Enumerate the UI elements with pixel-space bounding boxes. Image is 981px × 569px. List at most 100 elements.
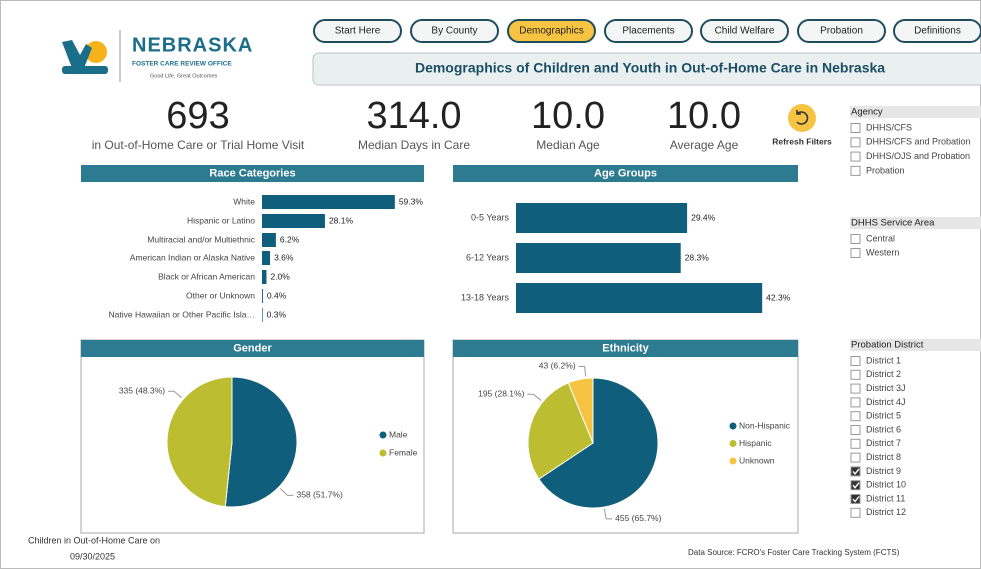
data-label: 43 (6.2%) bbox=[539, 361, 576, 371]
refresh-icon[interactable] bbox=[788, 104, 816, 132]
slicer-option[interactable]: District 1 bbox=[866, 355, 901, 365]
legend-label: Male bbox=[389, 429, 408, 439]
legend-label: Non-Hispanic bbox=[739, 420, 791, 430]
checkbox[interactable] bbox=[850, 480, 861, 491]
data-label: 195 (28.1%) bbox=[478, 388, 524, 398]
leader-line bbox=[603, 508, 613, 520]
panel-header bbox=[453, 340, 798, 357]
pie-slice bbox=[538, 377, 659, 509]
leader-line bbox=[279, 488, 294, 496]
slicer-option[interactable]: Probation bbox=[866, 165, 905, 175]
slicer-option[interactable]: DHHS/CFS and Probation bbox=[866, 137, 971, 147]
checkbox[interactable] bbox=[850, 452, 861, 463]
checkbox[interactable] bbox=[850, 438, 861, 449]
chart-title: Ethnicity bbox=[602, 342, 649, 354]
legend-swatch bbox=[379, 431, 387, 439]
kpi-caption: Median Age bbox=[536, 138, 600, 152]
slicer-title: DHHS Service Area bbox=[851, 218, 935, 229]
slicer-option[interactable]: District 3J bbox=[866, 383, 906, 393]
nav-button[interactable] bbox=[604, 19, 693, 43]
checkbox[interactable] bbox=[850, 411, 861, 422]
slicer-option[interactable]: District 12 bbox=[866, 507, 906, 517]
slicer-option[interactable]: DHHS/OJS and Probation bbox=[866, 151, 970, 161]
category-label: American Indian or Alaska Native bbox=[130, 252, 255, 262]
bar bbox=[516, 203, 688, 233]
slicer-option[interactable]: Western bbox=[866, 247, 899, 257]
slicer-option[interactable]: District 5 bbox=[866, 411, 901, 421]
nav-button[interactable] bbox=[893, 19, 981, 43]
checkbox[interactable] bbox=[850, 507, 861, 518]
nav-label[interactable]: Start Here bbox=[335, 26, 381, 37]
data-label: 358 (51.7%) bbox=[296, 490, 342, 500]
data-label: 42.3% bbox=[766, 292, 791, 302]
kpi-value: 10.0 bbox=[667, 95, 741, 137]
checkbox[interactable] bbox=[850, 494, 861, 504]
leader-line bbox=[527, 393, 542, 401]
checkbox[interactable] bbox=[850, 356, 861, 366]
slicer-option[interactable]: Central bbox=[866, 233, 895, 243]
leader-line bbox=[578, 365, 587, 377]
panel-header bbox=[81, 165, 424, 182]
category-label: Other or Unknown bbox=[186, 290, 255, 300]
legend-label: Female bbox=[389, 447, 418, 457]
bar bbox=[262, 233, 276, 247]
checkbox[interactable] bbox=[850, 397, 861, 408]
kpi-caption: Median Days in Care bbox=[358, 138, 470, 152]
nav-button[interactable] bbox=[313, 19, 402, 43]
logo-name: NEBRASKA bbox=[132, 34, 253, 56]
check-mark bbox=[852, 496, 860, 503]
slicer-option[interactable]: District 10 bbox=[866, 480, 906, 490]
checkbox[interactable] bbox=[850, 466, 861, 477]
checkbox[interactable] bbox=[850, 234, 861, 244]
page-title: Demographics of Children and Youth in Ou… bbox=[415, 60, 885, 76]
category-label: Hispanic or Latino bbox=[187, 215, 255, 225]
slicer-option[interactable]: District 8 bbox=[866, 452, 901, 462]
legend-swatch bbox=[379, 449, 387, 457]
nav-button[interactable] bbox=[410, 19, 499, 43]
category-label: Multiracial and/or Multiethnic bbox=[147, 234, 255, 244]
checkbox[interactable] bbox=[850, 151, 861, 162]
data-label: 3.6% bbox=[274, 252, 294, 262]
checkbox[interactable] bbox=[850, 425, 861, 435]
nav-button[interactable] bbox=[700, 19, 789, 43]
nav-label[interactable]: Child Welfare bbox=[715, 26, 775, 37]
slicer-option[interactable]: District 6 bbox=[866, 424, 901, 434]
legend-swatch bbox=[729, 440, 737, 447]
kpi-value: 10.0 bbox=[531, 95, 605, 137]
checkbox[interactable] bbox=[850, 165, 861, 176]
logo bbox=[62, 30, 121, 82]
slicer-option[interactable]: District 4J bbox=[866, 397, 906, 407]
nav-label[interactable]: Placements bbox=[622, 26, 674, 37]
checkbox[interactable] bbox=[850, 123, 861, 133]
nav-label[interactable]: By County bbox=[431, 26, 477, 37]
nav-label[interactable]: Probation bbox=[820, 26, 863, 37]
bar bbox=[262, 251, 271, 265]
refresh-arrow bbox=[796, 110, 809, 125]
data-source: Data Source: FCRO's Foster Care Tracking… bbox=[688, 548, 900, 557]
checkbox[interactable] bbox=[850, 137, 861, 148]
chart-title: Age Groups bbox=[594, 167, 657, 179]
nav-button[interactable] bbox=[507, 19, 596, 43]
kpi-caption: Average Age bbox=[670, 138, 739, 152]
data-label: 28.1% bbox=[329, 215, 354, 225]
legend-swatch bbox=[729, 422, 737, 430]
data-label: 2.0% bbox=[270, 271, 290, 281]
checkbox[interactable] bbox=[850, 369, 861, 380]
nav-label[interactable]: Demographics bbox=[519, 26, 583, 37]
slicer-option[interactable]: District 11 bbox=[866, 493, 905, 503]
slicer-option[interactable]: District 9 bbox=[866, 466, 901, 476]
bar bbox=[262, 289, 263, 303]
checkbox[interactable] bbox=[850, 383, 861, 394]
nav-label[interactable]: Definitions bbox=[914, 26, 961, 37]
pie-slice bbox=[567, 377, 594, 444]
kpi-value: 314.0 bbox=[366, 95, 461, 137]
nav-button[interactable] bbox=[797, 19, 886, 43]
slicer-option[interactable]: District 2 bbox=[866, 369, 901, 379]
refresh-label[interactable]: Refresh Filters bbox=[772, 136, 832, 146]
slicer-option[interactable]: District 7 bbox=[866, 438, 901, 448]
bar bbox=[262, 308, 263, 322]
chart-title: Race Categories bbox=[209, 167, 295, 179]
slicer-option[interactable]: DHHS/CFS bbox=[866, 122, 912, 132]
checkbox[interactable] bbox=[850, 248, 861, 258]
